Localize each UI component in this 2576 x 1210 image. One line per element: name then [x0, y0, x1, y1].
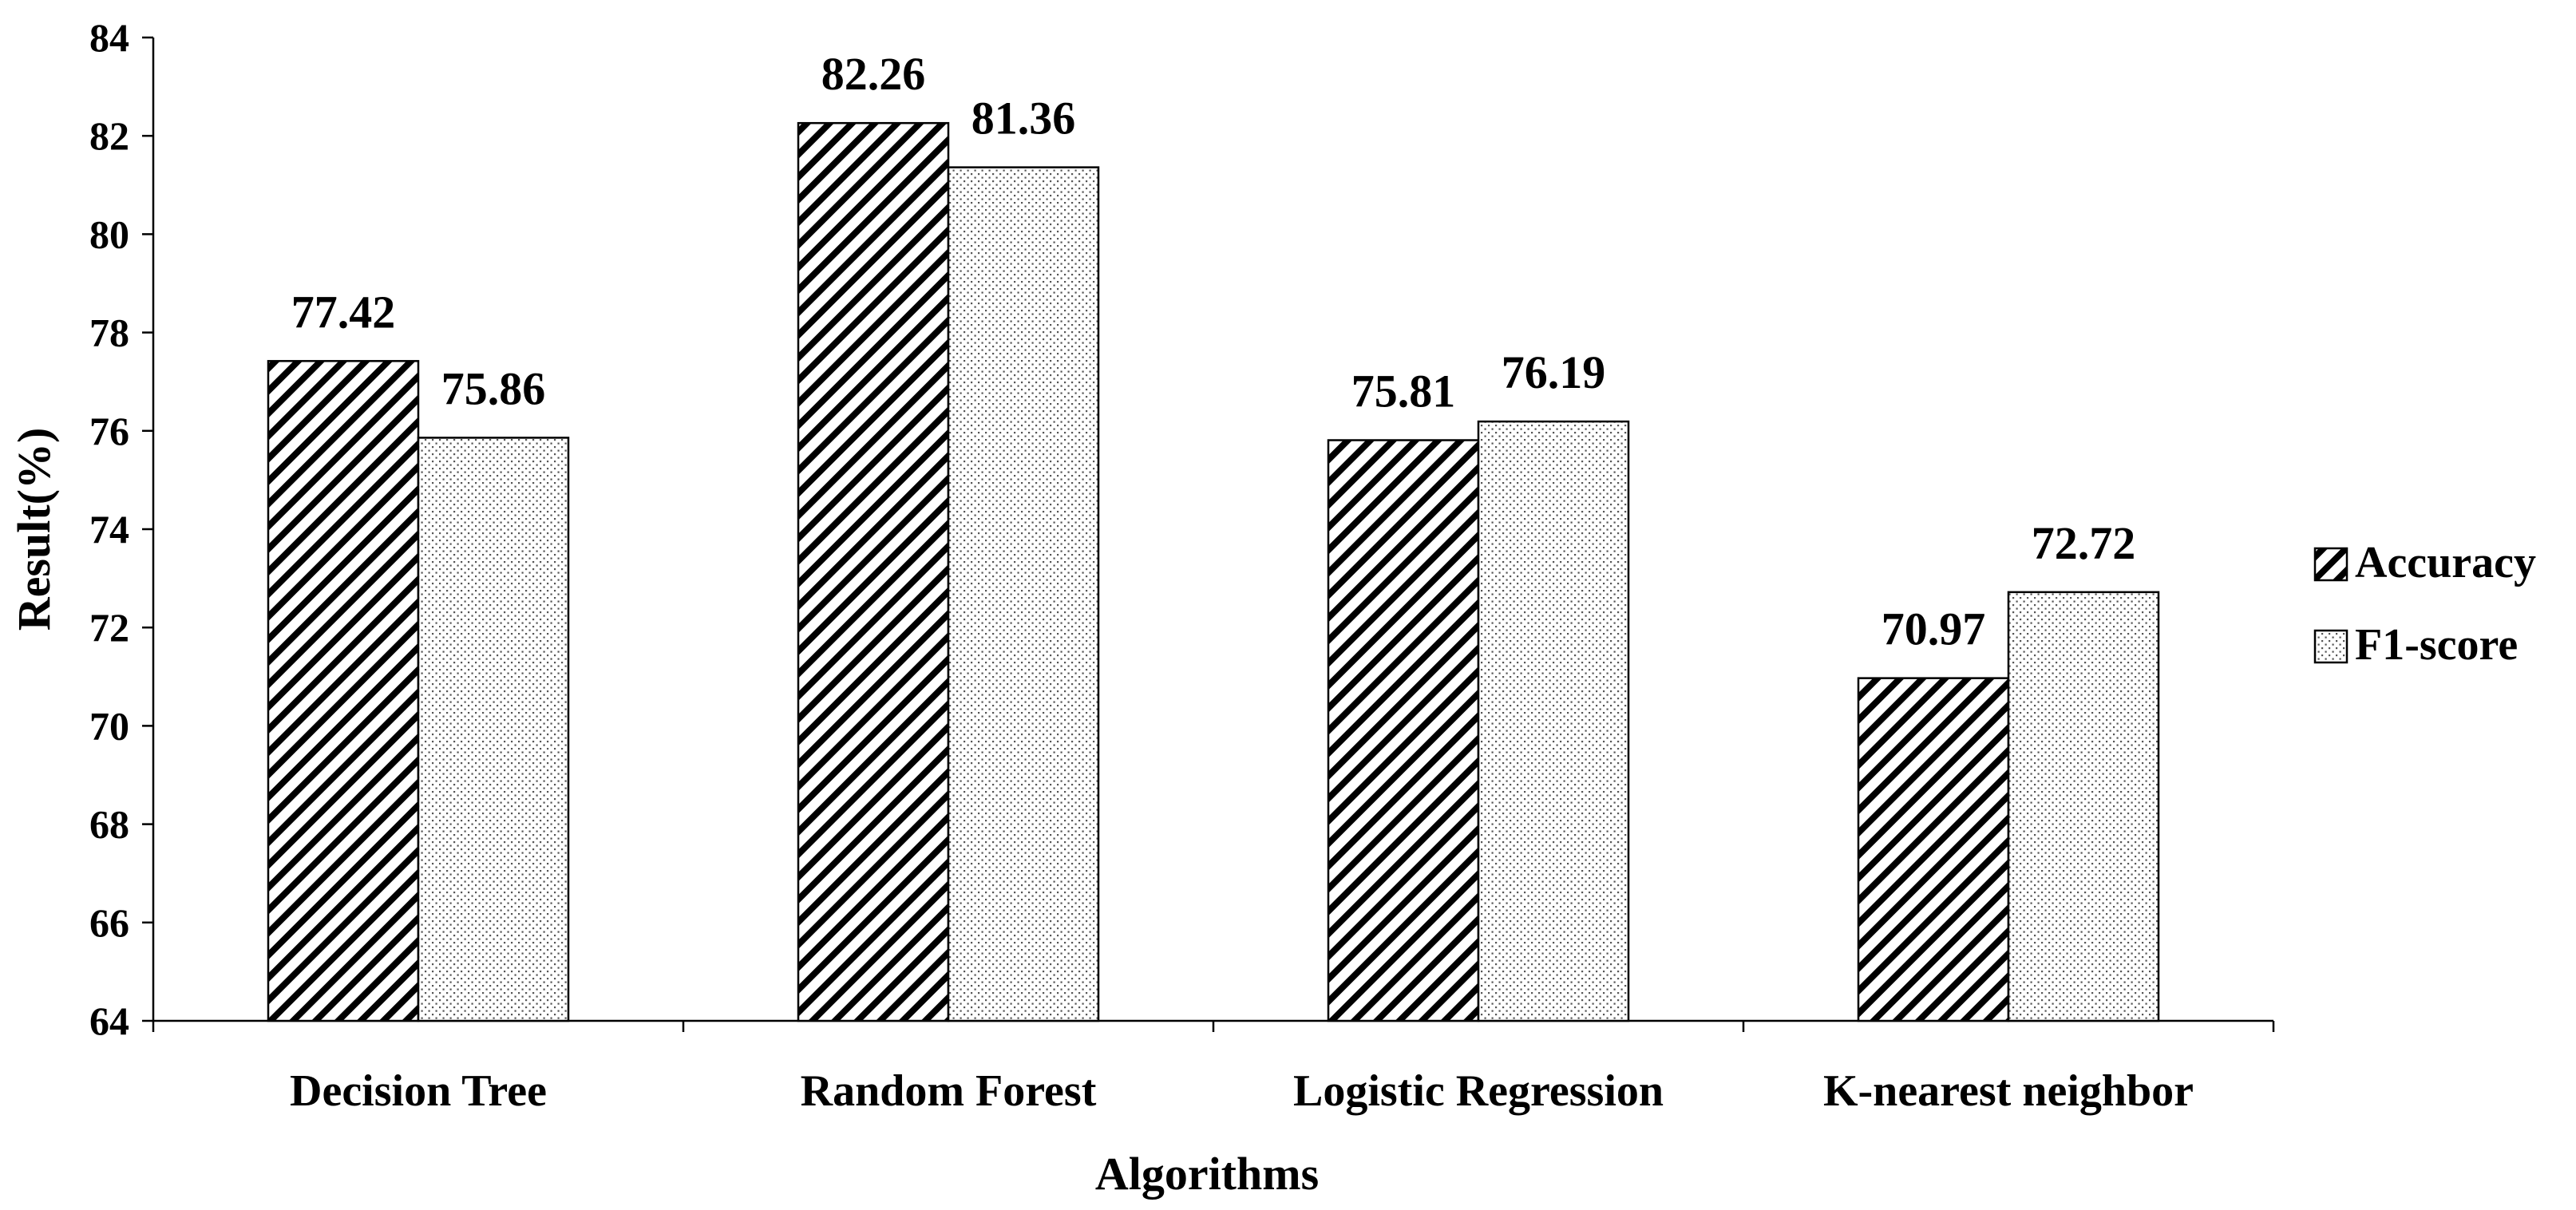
data-label: 77.42 — [291, 286, 396, 338]
y-tick-label: 70 — [89, 703, 129, 748]
legend-label: Accuracy — [2355, 538, 2536, 587]
bar-f1-score — [2007, 591, 2160, 1022]
y-tick-label: 72 — [89, 605, 129, 650]
data-label: 82.26 — [821, 48, 926, 100]
y-tick-label: 84 — [89, 15, 129, 60]
y-tick-label: 68 — [89, 802, 129, 847]
data-label: 70.97 — [1882, 603, 1986, 655]
bar-f1-score — [1477, 420, 1630, 1022]
bars — [267, 121, 2160, 1022]
y-tick-label: 82 — [89, 113, 129, 158]
y-axis-title: Result(%) — [8, 428, 60, 631]
y-tick-label: 78 — [89, 310, 129, 355]
bar-accuracy — [267, 360, 420, 1022]
y-tick-label: 74 — [89, 507, 129, 552]
y-tick-label: 66 — [89, 900, 129, 945]
data-label: 72.72 — [2032, 517, 2136, 569]
data-label: 75.81 — [1351, 366, 1456, 417]
data-label: 75.86 — [441, 362, 546, 414]
bar-f1-score — [947, 166, 1100, 1022]
bar-accuracy — [797, 121, 950, 1022]
legend: Accuracy F1-score — [2313, 538, 2536, 670]
legend-swatch-accuracy — [2313, 547, 2348, 582]
bar-accuracy — [1327, 439, 1480, 1022]
data-label: 76.19 — [1502, 346, 1606, 398]
x-axis-title: Algorithms — [1095, 1148, 1319, 1200]
bar-accuracy — [1857, 677, 2010, 1022]
data-label: 81.36 — [971, 93, 1076, 144]
y-tick-label: 80 — [89, 212, 129, 256]
x-category-label: K-nearest neighbor — [1823, 1066, 2194, 1116]
labels: Decision Tree Random Forest Logistic Regre… — [8, 48, 2194, 1200]
x-category-label: Random Forest — [801, 1066, 1097, 1116]
y-tick-label: 64 — [89, 998, 129, 1043]
legend-label: F1-score — [2355, 620, 2518, 670]
y-tick-label: 76 — [89, 409, 129, 453]
legend-swatch-f1-score — [2313, 629, 2348, 664]
x-category-label: Decision Tree — [290, 1066, 547, 1116]
bar-f1-score — [417, 437, 570, 1022]
x-category-label: Logistic Regression — [1293, 1066, 1664, 1116]
